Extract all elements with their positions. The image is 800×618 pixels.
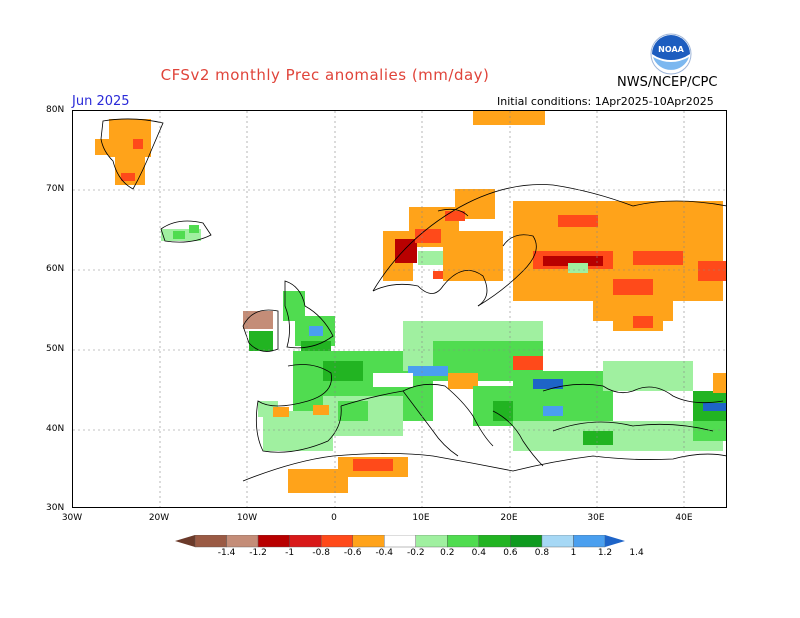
- lon-label-0: 0: [331, 513, 337, 523]
- colorbar-tick-label: -0.2: [406, 548, 425, 558]
- gridlines: [73, 111, 726, 507]
- lon-label-10e: 10E: [412, 513, 430, 523]
- colorbar-segment: [510, 535, 543, 548]
- colorbar-arrow-left: [175, 535, 195, 547]
- colorbar-tick-label: 1.4: [629, 548, 644, 558]
- lat-label-70n: 70N: [46, 184, 65, 194]
- colorbar-segment: [384, 535, 416, 548]
- lat-label-50n: 50N: [46, 344, 65, 354]
- anomaly-patch-iceland: [161, 225, 201, 241]
- lon-label-20w: 20W: [148, 513, 170, 523]
- colorbar-tick-label: 0.6: [503, 548, 518, 558]
- colorbar-segment: [320, 535, 353, 548]
- anomaly-patch-greenland: [95, 119, 151, 185]
- colorbar-tick-label: -0.4: [375, 548, 393, 558]
- colorbar-segment: [573, 535, 606, 548]
- colorbar-segment: [541, 535, 574, 548]
- colorbar-tick-label: 1: [570, 548, 577, 558]
- lon-label-40e: 40E: [675, 513, 693, 523]
- lat-label-40n: 40N: [46, 424, 65, 434]
- colorbar-tick-label: -0.6: [343, 548, 362, 558]
- colorbar-tick-label: 1.2: [597, 548, 613, 558]
- lat-label-80n: 80N: [46, 105, 65, 115]
- colorbar: [175, 535, 625, 548]
- colorbar-segment: [289, 535, 322, 548]
- anomaly-patch-balkans: [513, 361, 726, 451]
- colorbar-tick-label: -1.4: [217, 548, 236, 558]
- colorbar-segment: [226, 535, 259, 548]
- anomaly-patch-iberia: [258, 401, 333, 451]
- noaa-logo-icon: NOAA: [650, 33, 692, 75]
- lat-label-60n: 60N: [46, 264, 65, 274]
- lon-label-30w: 30W: [61, 513, 83, 523]
- anomaly-patch-north-africa: [288, 457, 408, 493]
- lon-label-20e: 20E: [500, 513, 518, 523]
- lat-label-30n: 30N: [46, 503, 65, 513]
- agency-label: NWS/NCEP/CPC: [617, 75, 718, 90]
- lon-label-30e: 30E: [587, 513, 605, 523]
- colorbar-arrow-right: [605, 535, 625, 547]
- colorbar-tick-label: 0.2: [440, 548, 455, 558]
- lon-label-10w: 10W: [236, 513, 258, 523]
- colorbar-tick-label: 0.8: [534, 548, 550, 558]
- coastlines: [100, 118, 726, 482]
- map-title: CFSv2 monthly Prec anomalies (mm/day): [160, 66, 490, 84]
- colorbar-tick-label: -1.2: [249, 548, 267, 558]
- svg-text:NOAA: NOAA: [658, 45, 684, 54]
- forecast-month: Jun 2025: [72, 94, 130, 109]
- colorbar-segment: [478, 535, 511, 548]
- colorbar-segment: [257, 535, 290, 548]
- anomaly-patch-svalbard: [473, 111, 545, 125]
- colorbar-segment: [194, 535, 227, 548]
- map-panel: [72, 110, 727, 508]
- colorbar-tick-label: -0.8: [312, 548, 330, 558]
- initial-conditions: Initial conditions: 1Apr2025-10Apr2025: [497, 95, 714, 108]
- colorbar-segment: [352, 535, 385, 548]
- anomaly-patch-finland-russia: [443, 201, 726, 331]
- anomaly-map: [73, 111, 726, 507]
- colorbar-tick-label: -1: [285, 548, 295, 558]
- colorbar-segment: [415, 535, 448, 548]
- colorbar-tick-label: 0.4: [471, 548, 487, 558]
- colorbar-segment: [447, 535, 480, 548]
